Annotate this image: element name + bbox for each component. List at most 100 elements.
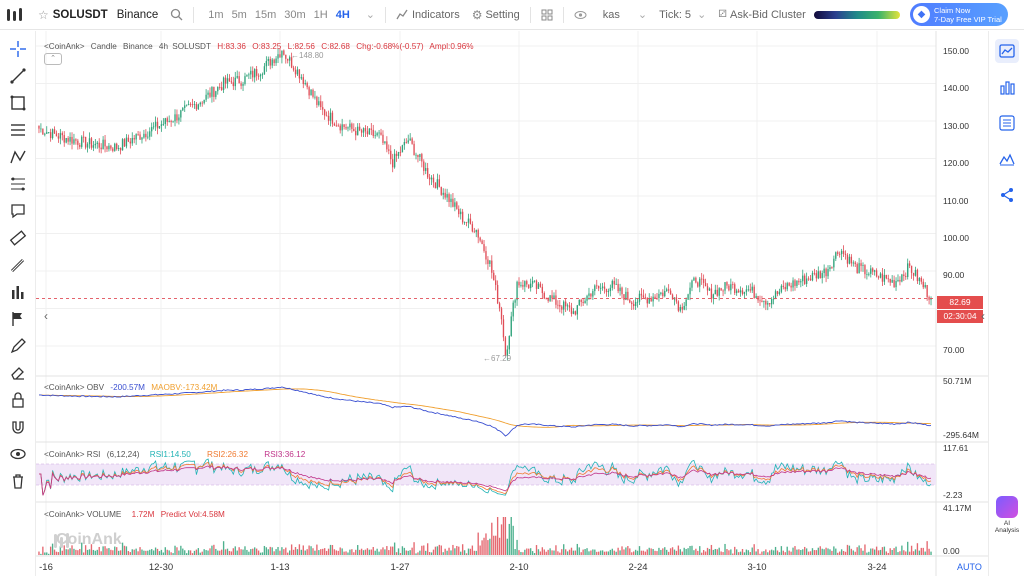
volume-bar (182, 548, 184, 555)
candle-body (461, 211, 464, 223)
brush-tool-icon[interactable] (8, 255, 28, 275)
candle-body (798, 280, 800, 283)
comment-tool-icon[interactable] (8, 201, 28, 221)
timeframe-1h[interactable]: 1H (313, 8, 328, 21)
rsi-params: (6,12,24) (106, 450, 140, 459)
timeframe-4h[interactable]: 4H (335, 8, 350, 21)
volume-bar (848, 545, 851, 555)
volume-bar (646, 549, 648, 555)
candle-body (897, 279, 899, 282)
chart-area[interactable]: <CoinAnk> Candle Binance 4h SOLUSDT H:83… (36, 31, 988, 576)
volume-bar (807, 551, 810, 555)
candle-body (570, 307, 573, 314)
volume-bar (380, 549, 382, 555)
list-icon[interactable] (995, 111, 1019, 135)
indicators-button[interactable]: Indicators (390, 0, 466, 30)
auto-scale-button[interactable]: AUTO (957, 562, 982, 572)
volume-bar (178, 550, 180, 555)
exchange-name[interactable]: Binance (116, 8, 159, 21)
mountain-chart-icon[interactable] (995, 147, 1019, 171)
timeframe-5m[interactable]: 5m (231, 8, 247, 21)
setting-button[interactable]: ⚙ Setting (466, 0, 526, 30)
chart-canvas[interactable] (36, 31, 988, 576)
heatmap-gradient-slider[interactable] (808, 0, 906, 30)
candle-body (660, 292, 662, 294)
trash-icon[interactable] (8, 471, 28, 491)
volume-bar (265, 547, 268, 555)
ai-analysis-button[interactable]: AI Analysis (992, 496, 1022, 534)
candle-body (689, 287, 691, 295)
search-icon[interactable] (164, 0, 189, 30)
chart-view-icon[interactable] (995, 39, 1019, 63)
volume-bar (407, 550, 409, 555)
candle-body (269, 58, 271, 66)
candle-body (345, 126, 347, 129)
scroll-left-arrow-icon[interactable]: ‹ (44, 309, 48, 323)
pencil-tool-icon[interactable] (8, 336, 28, 356)
volume-bar (428, 552, 431, 555)
candle-body (362, 128, 365, 133)
horizontal-lines-tool-icon[interactable] (8, 120, 28, 140)
candle-body (96, 142, 98, 144)
volume-bar (702, 550, 705, 555)
collapse-right-arrow-icon[interactable]: ‹ (981, 309, 985, 323)
low-marker-value: 67.29 (491, 354, 512, 363)
lock-icon[interactable] (8, 390, 28, 410)
timeframe-dropdown[interactable]: ⌄ (365, 9, 375, 21)
volume-bar (479, 545, 481, 555)
volume-bar (180, 545, 182, 555)
volume-bar (555, 545, 557, 555)
volume-bar (528, 548, 530, 555)
volume-bar (213, 544, 215, 555)
magnet-icon[interactable] (8, 417, 28, 437)
volume-bar (872, 548, 874, 555)
timeframe-1m[interactable]: 1m (208, 8, 224, 21)
volume-bar (360, 548, 363, 555)
candle-body (84, 136, 87, 148)
crosshair-tool-icon[interactable] (8, 39, 28, 59)
candle-body (699, 278, 701, 287)
candle-body (335, 125, 338, 127)
candle-body (347, 127, 349, 129)
candle-body (495, 280, 497, 285)
fib-tool-icon[interactable] (8, 174, 28, 194)
rectangle-tool-icon[interactable] (8, 93, 28, 113)
symbol-name[interactable]: SOLUSDT (52, 8, 108, 21)
tick-selector[interactable]: Tick: 5 ⌄ (653, 0, 712, 30)
flag-tool-icon[interactable] (8, 309, 28, 329)
favorite-star[interactable]: ☆ (38, 7, 49, 22)
eye-icon[interactable] (568, 0, 593, 30)
share-icon[interactable] (995, 183, 1019, 207)
candle-body (248, 74, 250, 76)
collapse-legend-button[interactable]: ⌃ (44, 53, 62, 65)
volume-bar (390, 546, 392, 555)
date-tick: 1-13 (270, 562, 290, 573)
bar-stats-icon[interactable] (995, 75, 1019, 99)
bar-chart-tool-icon[interactable] (8, 282, 28, 302)
candle-body (625, 291, 627, 300)
legend-close: C:82.68 (321, 42, 350, 51)
trend-line-tool-icon[interactable] (8, 66, 28, 86)
volume-bar (844, 551, 847, 555)
volume-bar (918, 550, 921, 555)
volume-bar (802, 549, 804, 555)
timeframe-15m[interactable]: 15m (254, 8, 277, 21)
volume-bar (102, 546, 104, 555)
candle-body (751, 286, 753, 291)
volume-bar (302, 545, 304, 555)
candle-body (489, 260, 491, 264)
candle-body (737, 290, 740, 293)
vip-trial-button[interactable]: ◆ Claim Now 7-Day Free VIP Trial (910, 3, 1008, 26)
eraser-tool-icon[interactable] (8, 363, 28, 383)
volume-bar (852, 550, 854, 555)
volume-bar (862, 550, 864, 555)
volume-bar (601, 550, 604, 555)
app-logo[interactable] (0, 0, 30, 30)
layout-grid-icon[interactable] (535, 0, 559, 30)
candle-body (743, 291, 746, 294)
pattern-tool-icon[interactable] (8, 147, 28, 167)
timeframe-30m[interactable]: 30m (284, 8, 306, 21)
kas-selector[interactable]: kas ⌄ (593, 0, 653, 30)
visibility-eye-icon[interactable] (8, 444, 28, 464)
ruler-tool-icon[interactable] (8, 228, 28, 248)
